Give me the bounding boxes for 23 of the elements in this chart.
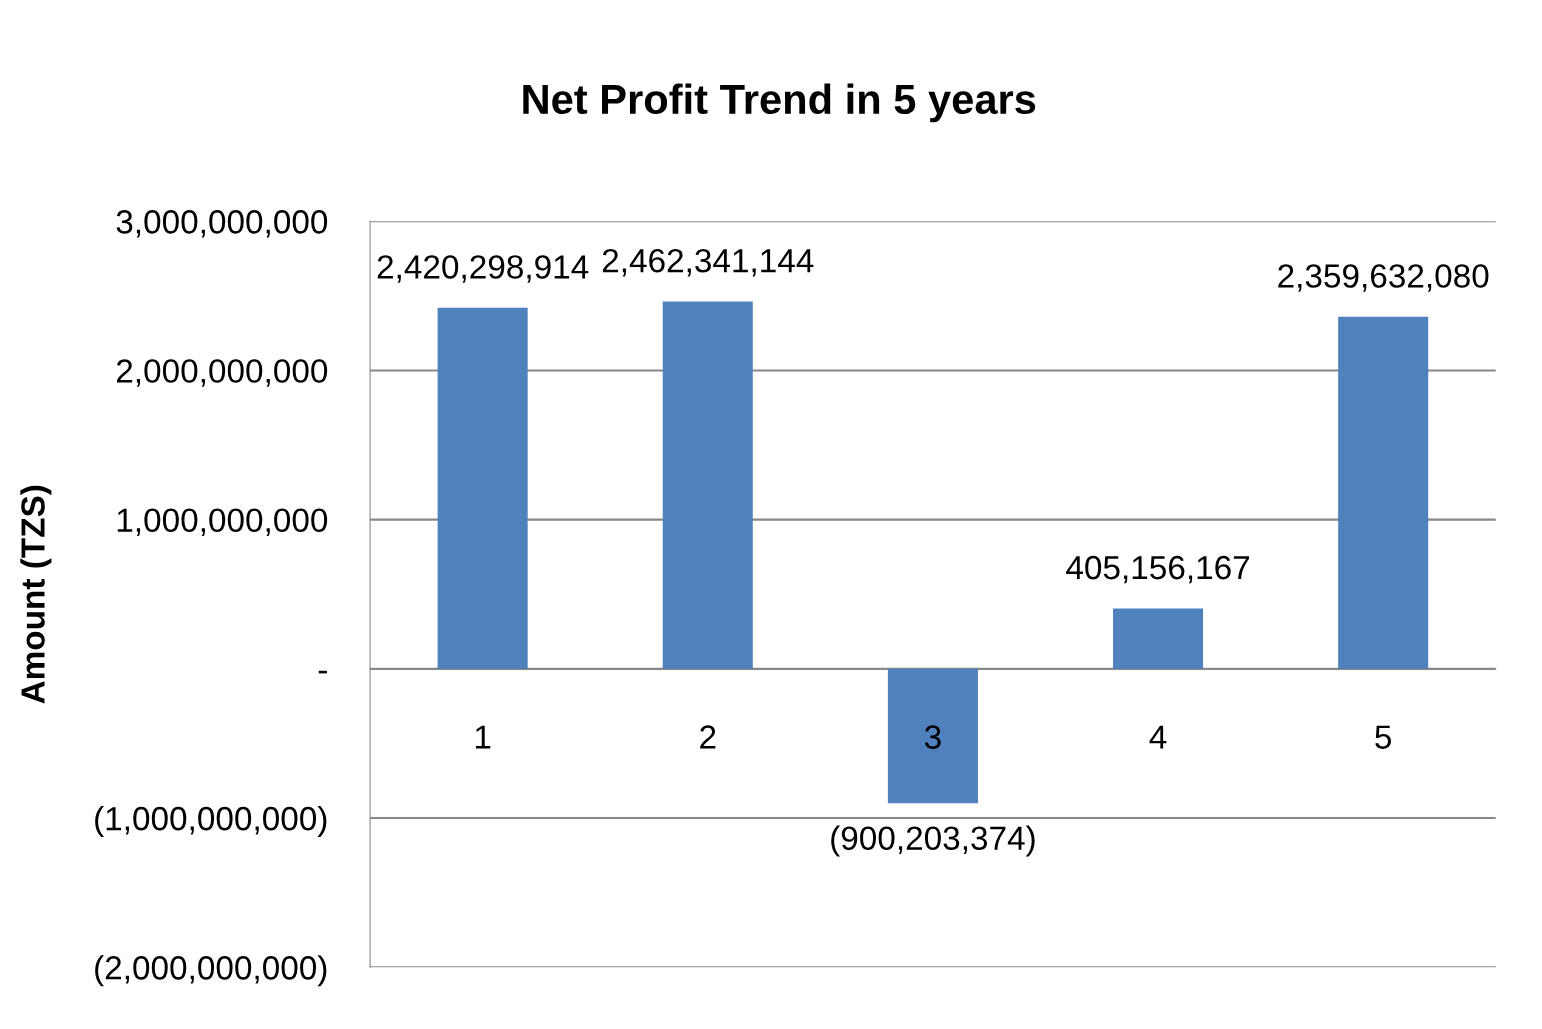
data-label: 2,462,341,144 xyxy=(602,248,814,277)
x-tick-label: 1 xyxy=(475,725,491,749)
y-tick-label: - xyxy=(318,670,327,674)
x-tick-label: 4 xyxy=(1149,725,1167,749)
bar xyxy=(887,668,978,804)
chart-title: Net Profit Trend in 5 years xyxy=(523,83,1036,123)
bar xyxy=(1113,608,1204,669)
x-tick-label: 2 xyxy=(700,725,716,749)
y-tick-label: 3,000,000,000 xyxy=(116,210,328,238)
x-tick-label: 3 xyxy=(924,725,941,749)
y-tick-label: (1,000,000,000) xyxy=(95,805,327,838)
data-label: (900,203,374) xyxy=(831,825,1035,857)
data-label: 405,156,167 xyxy=(1066,555,1250,584)
y-tick-label: (2,000,000,000) xyxy=(95,955,327,987)
bar xyxy=(437,307,528,669)
data-label: 2,420,298,914 xyxy=(377,255,589,283)
data-label: 2,359,632,080 xyxy=(1278,264,1489,292)
bar xyxy=(1338,316,1429,669)
y-axis-title: Amount (TZS) xyxy=(20,485,52,704)
x-tick-label: 5 xyxy=(1375,725,1392,749)
bar xyxy=(662,301,753,669)
y-tick-label: 1,000,000,000 xyxy=(117,508,328,536)
y-tick-label: 2,000,000,000 xyxy=(116,359,328,387)
